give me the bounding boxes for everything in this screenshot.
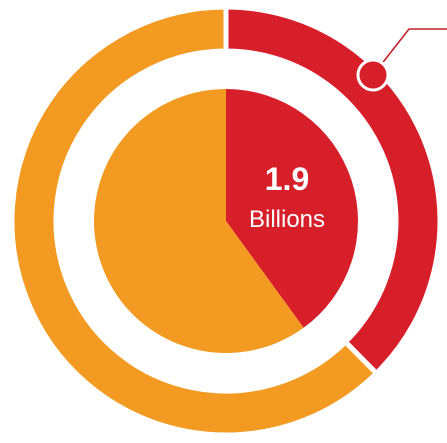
callout-leader-line xyxy=(372,28,447,76)
callout-marker xyxy=(356,28,447,92)
inner-pie-slice-highlight xyxy=(226,89,359,328)
callout-dot xyxy=(356,58,390,92)
outer-ring-slice-rest xyxy=(9,4,380,438)
inner-pie xyxy=(94,89,359,353)
center-value-label: 1.9 xyxy=(265,161,309,197)
inner-pie-slice-rest xyxy=(94,89,304,353)
center-unit-label: Billions xyxy=(249,206,325,233)
